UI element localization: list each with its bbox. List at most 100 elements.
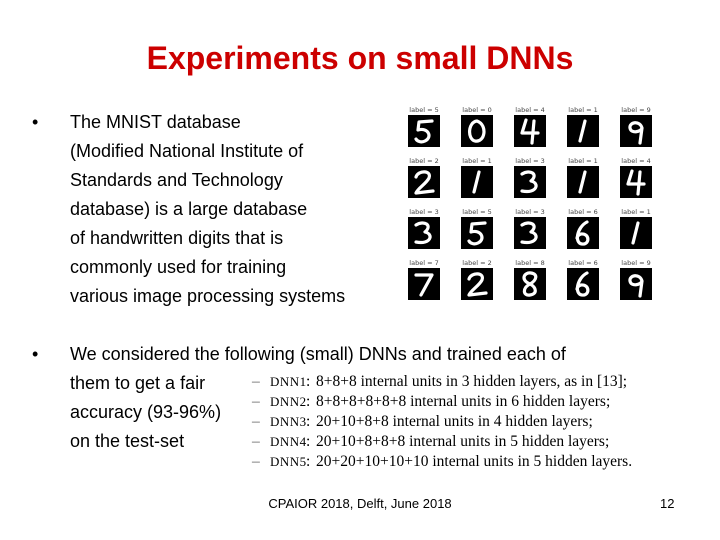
mnist-sample: label = 2 <box>402 157 446 201</box>
digit-9-image <box>620 115 652 147</box>
mnist-label: label = 1 <box>568 106 598 114</box>
mnist-label: label = 0 <box>462 106 492 114</box>
bullet-line: database) is a large database <box>70 199 308 219</box>
mnist-sample: label = 9 <box>614 106 658 150</box>
digit-6-image <box>567 268 599 300</box>
dnn-description: 8+8+8+8+8+8 internal units in 6 hidden l… <box>316 393 611 410</box>
mnist-label: label = 9 <box>621 259 651 267</box>
mnist-label: label = 7 <box>409 259 439 267</box>
digit-3-image <box>514 166 546 198</box>
slide-footer: CPAIOR 2018, Delft, June 2018 <box>268 496 452 511</box>
mnist-sample: label = 7 <box>402 259 446 303</box>
bullet-line: Standards and Technology <box>70 170 283 190</box>
digit-1-image <box>567 166 599 198</box>
mnist-label: label = 8 <box>515 259 545 267</box>
digit-5-image <box>408 115 440 147</box>
digit-6-image <box>567 217 599 249</box>
mnist-sample-grid: label = 5 label = 0 label = 4 label = 1 labe… <box>402 106 662 300</box>
mnist-label: label = 5 <box>462 208 492 216</box>
dnn-name: DNN5 <box>270 454 307 469</box>
mnist-label: label = 1 <box>462 157 492 165</box>
bullet-marker: • <box>32 344 39 364</box>
digit-1-image <box>620 217 652 249</box>
bullet-line: The MNIST database <box>70 112 241 132</box>
dnn-colon: : <box>306 453 311 470</box>
dnn-name: DNN2 <box>270 394 307 409</box>
dnn-description: 8+8+8 internal units in 3 hidden layers,… <box>316 373 628 390</box>
bullet-line: commonly used for training <box>70 257 287 277</box>
dnn-item: – DNN4 : 20+10+8+8+8 internal units in 5… <box>252 432 702 452</box>
mnist-sample: label = 6 <box>561 208 605 252</box>
mnist-label: label = 6 <box>568 259 598 267</box>
digit-4-image <box>620 166 652 198</box>
dnn-colon: : <box>306 413 311 430</box>
dnn-item: – DNN3 : 20+10+8+8 internal units in 4 h… <box>252 412 702 432</box>
page-number: 12 <box>660 496 675 511</box>
dnn-colon: : <box>306 373 311 390</box>
dnn-list: – DNN1 : 8+8+8 internal units in 3 hidde… <box>252 372 702 472</box>
mnist-sample: label = 1 <box>455 157 499 201</box>
mnist-sample: label = 8 <box>508 259 552 303</box>
mnist-label: label = 6 <box>568 208 598 216</box>
mnist-sample: label = 5 <box>402 106 446 150</box>
digit-2-image <box>461 268 493 300</box>
dash-marker: – <box>252 433 260 450</box>
dash-marker: – <box>252 453 260 470</box>
bullet-line: on the test-set <box>70 431 185 451</box>
mnist-label: label = 3 <box>515 157 545 165</box>
dnn-item: – DNN5 : 20+20+10+10+10 internal units i… <box>252 452 702 472</box>
digit-3-image <box>408 217 440 249</box>
dnn-name: DNN4 <box>270 434 307 449</box>
bullet-dnn-training: • We considered the following (small) DN… <box>32 340 672 460</box>
bullet-line: accuracy (93-96%) <box>70 402 222 422</box>
digit-7-image <box>408 268 440 300</box>
mnist-sample: label = 4 <box>508 106 552 150</box>
slide-title: Experiments on small DNNs <box>146 40 574 76</box>
digit-1-image <box>567 115 599 147</box>
mnist-label: label = 4 <box>515 106 545 114</box>
digit-1-image <box>461 166 493 198</box>
mnist-sample: label = 1 <box>561 157 605 201</box>
dnn-description: 20+10+8+8+8 internal units in 5 hidden l… <box>316 433 610 450</box>
mnist-sample: label = 0 <box>455 106 499 150</box>
dnn-description: 20+10+8+8 internal units in 4 hidden lay… <box>316 413 593 430</box>
dash-marker: – <box>252 373 260 390</box>
dash-marker: – <box>252 413 260 430</box>
bullet-line: of handwritten digits that is <box>70 228 284 248</box>
bullet-line: (Modified National Institute of <box>70 141 304 161</box>
mnist-label: label = 2 <box>462 259 492 267</box>
dnn-item: – DNN2 : 8+8+8+8+8+8 internal units in 6… <box>252 392 702 412</box>
mnist-sample: label = 4 <box>614 157 658 201</box>
mnist-label: label = 1 <box>568 157 598 165</box>
digit-3-image <box>514 217 546 249</box>
bullet-line: them to get a fair <box>70 373 206 393</box>
mnist-sample: label = 3 <box>508 157 552 201</box>
bullet-marker: • <box>32 112 39 132</box>
mnist-sample: label = 2 <box>455 259 499 303</box>
dnn-name: DNN3 <box>270 414 307 429</box>
bullet-text: The MNIST database (Modified National In… <box>70 108 345 311</box>
dash-marker: – <box>252 393 260 410</box>
mnist-sample: label = 1 <box>561 106 605 150</box>
mnist-sample: label = 6 <box>561 259 605 303</box>
bullet-text: We considered the following (small) DNNs… <box>70 340 566 456</box>
dnn-description: 20+20+10+10+10 internal units in 5 hidde… <box>316 453 633 470</box>
digit-0-image <box>461 115 493 147</box>
mnist-label: label = 3 <box>515 208 545 216</box>
bullet-line: We considered the following (small) DNNs… <box>70 344 566 364</box>
mnist-label: label = 5 <box>409 106 439 114</box>
digit-9-image <box>620 268 652 300</box>
digit-8-image <box>514 268 546 300</box>
mnist-label: label = 2 <box>409 157 439 165</box>
dnn-name: DNN1 <box>270 374 307 389</box>
mnist-label: label = 4 <box>621 157 651 165</box>
mnist-sample: label = 3 <box>402 208 446 252</box>
dnn-colon: : <box>306 393 311 410</box>
mnist-sample: label = 1 <box>614 208 658 252</box>
digit-5-image <box>461 217 493 249</box>
digit-2-image <box>408 166 440 198</box>
mnist-sample: label = 9 <box>614 259 658 303</box>
mnist-sample: label = 3 <box>508 208 552 252</box>
mnist-label: label = 9 <box>621 106 651 114</box>
dnn-item: – DNN1 : 8+8+8 internal units in 3 hidde… <box>252 372 702 392</box>
